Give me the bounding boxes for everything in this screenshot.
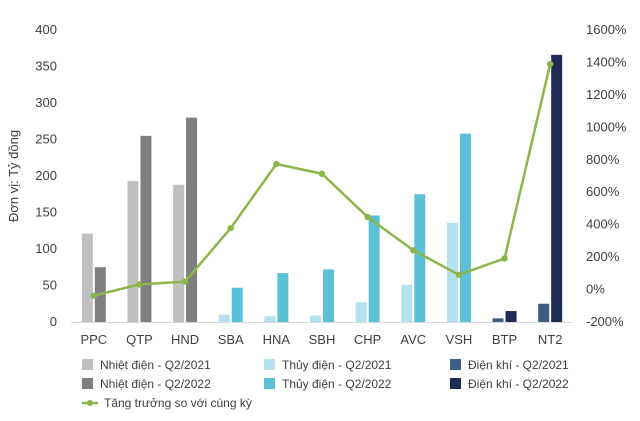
legend-label: Thủy điện - Q2/2021 — [282, 358, 392, 372]
x-tick-label: SBA — [218, 332, 244, 347]
bar — [459, 133, 471, 322]
y-tick-label: 50 — [43, 278, 57, 293]
bar — [231, 287, 243, 322]
y2-tick-label: 1200% — [586, 87, 627, 102]
legend-label: Nhiệt điện - Q2/2022 — [100, 377, 211, 391]
y2-tick-label: 800% — [586, 152, 620, 167]
y-tick-label: 200 — [35, 168, 57, 183]
legend-line-marker — [87, 400, 93, 406]
bar — [310, 315, 321, 322]
x-tick-label: HND — [171, 332, 199, 347]
bar — [551, 54, 563, 322]
y2-tick-label: 600% — [586, 184, 620, 199]
bar — [264, 316, 276, 322]
bar — [538, 303, 550, 322]
legend-label: Điện khí - Q2/2021 — [468, 358, 569, 372]
x-tick-label: HNA — [263, 332, 291, 347]
growth-point — [227, 224, 234, 232]
bar — [173, 184, 185, 322]
growth-point — [455, 271, 463, 278]
legend-swatch — [450, 359, 461, 370]
legend-swatch — [82, 359, 93, 370]
legend-label: Nhiệt điện - Q2/2021 — [100, 358, 211, 372]
y2-tick-label: 200% — [586, 249, 620, 264]
legend-swatch — [264, 378, 275, 389]
bar — [355, 302, 367, 322]
bar — [492, 318, 504, 322]
growth-point — [273, 160, 280, 168]
bar — [186, 117, 198, 322]
bar — [368, 215, 380, 322]
bar — [277, 273, 289, 322]
x-tick-label: PPC — [80, 332, 107, 347]
y-tick-label: 150 — [35, 205, 57, 220]
growth-point — [410, 247, 417, 254]
growth-point — [546, 60, 554, 68]
y-tick-label: 350 — [35, 59, 57, 74]
y-tick-label: 100 — [35, 241, 57, 256]
y2-tick-label: 1400% — [586, 54, 627, 69]
growth-point — [136, 281, 143, 288]
y-tick-label: 300 — [35, 95, 57, 110]
legend-swatch — [264, 359, 275, 370]
y-tick-label: 400 — [35, 22, 57, 37]
growth-point — [181, 278, 189, 285]
x-tick-label: NT2 — [538, 332, 563, 347]
growth-point — [90, 292, 98, 299]
legend-swatch — [450, 378, 461, 389]
legend-label: Tăng trưởng so với cùng kỳ — [104, 396, 252, 410]
bar — [505, 311, 517, 322]
y2-tick-label: -200% — [586, 314, 624, 329]
legend-label: Điện khí - Q2/2022 — [468, 377, 569, 391]
y2-tick-label: 400% — [586, 217, 620, 232]
bar — [401, 284, 413, 322]
bar — [218, 314, 230, 322]
x-tick-label: CHP — [354, 332, 381, 347]
y2-tick-label: 1600% — [586, 22, 627, 37]
x-tick-label: QTP — [126, 332, 153, 347]
bar — [414, 194, 426, 322]
bar — [323, 269, 334, 322]
bar — [81, 233, 93, 322]
growth-line — [93, 63, 552, 297]
growth-point — [501, 255, 508, 262]
y2-tick-label: 0% — [586, 282, 605, 297]
y-tick-label: 250 — [35, 132, 57, 147]
legend-swatch — [82, 378, 93, 389]
x-tick-label: SBH — [309, 332, 336, 347]
x-tick-label: VSH — [446, 332, 473, 347]
growth-point — [318, 170, 326, 177]
x-tick-label: AVC — [400, 332, 426, 347]
y-tick-label: 0 — [50, 314, 57, 329]
x-tick-label: BTP — [492, 332, 517, 347]
y-axis-title: Đơn vị: Tỷ đồng — [6, 130, 21, 222]
y2-tick-label: 1000% — [586, 119, 627, 134]
growth-point — [364, 213, 371, 221]
bar — [127, 181, 139, 322]
legend-label: Thủy điện - Q2/2022 — [282, 377, 392, 391]
bar — [140, 135, 152, 322]
